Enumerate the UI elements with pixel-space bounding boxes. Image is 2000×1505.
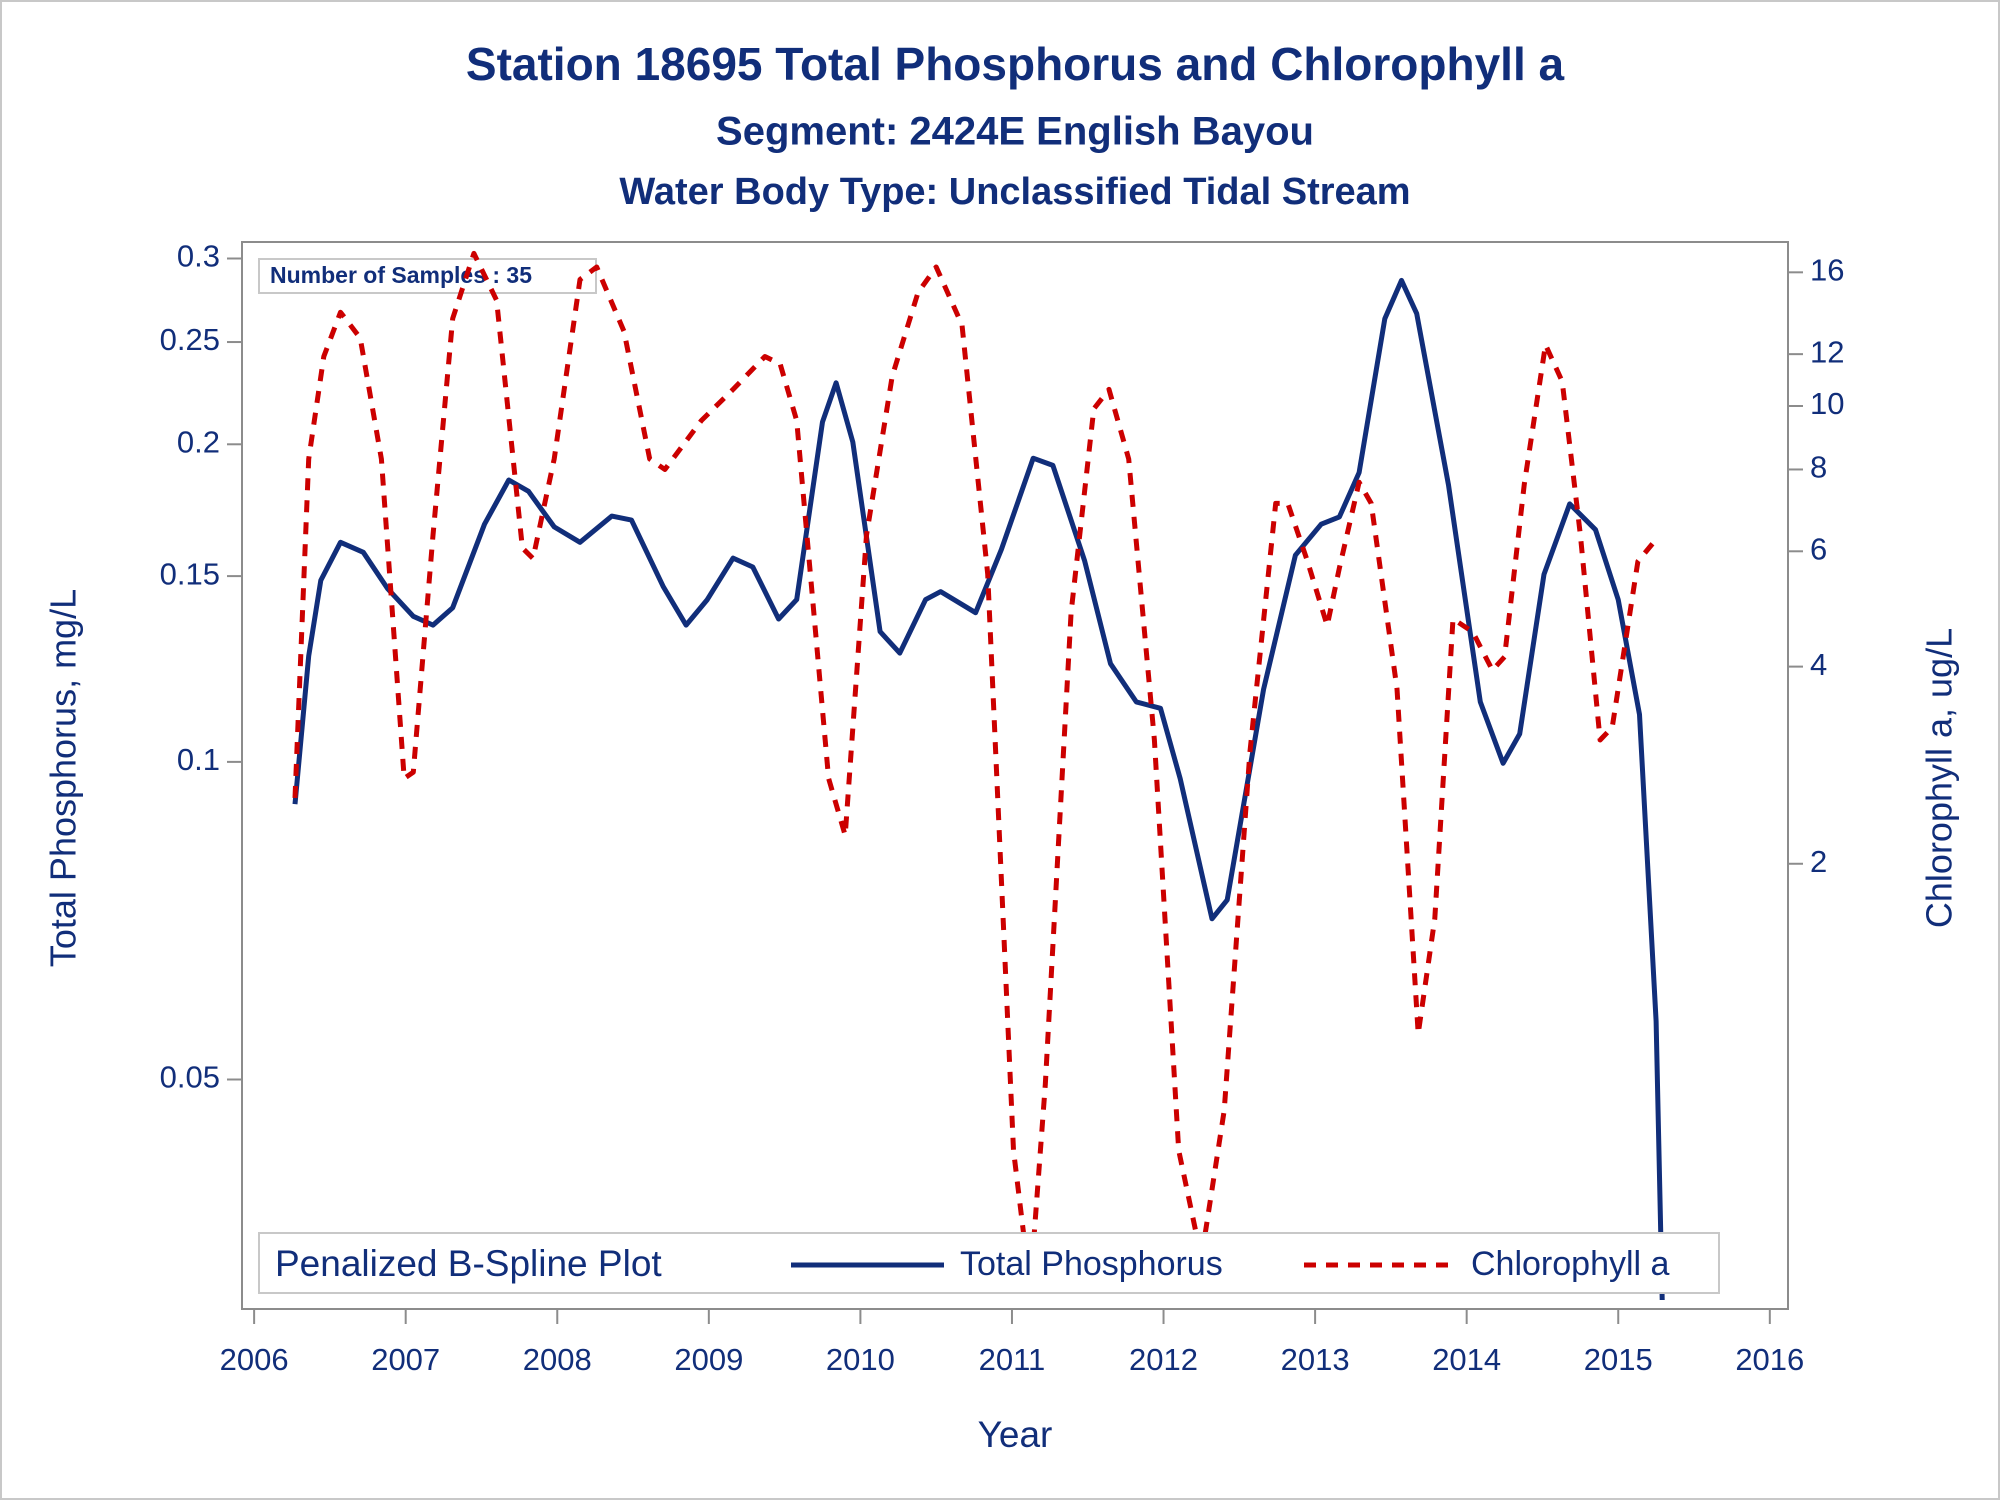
x-axis-label: Year	[978, 1414, 1053, 1455]
y2-tick-label: 6	[1810, 531, 1827, 566]
y-axis-label: Total Phosphorus, mg/L	[43, 589, 84, 967]
y-tick-label: 0.2	[177, 424, 220, 459]
y2-tick-label: 10	[1810, 386, 1844, 421]
y-tick-label: 0.15	[160, 556, 220, 591]
y-tick-label: 0.25	[160, 322, 220, 357]
legend-title: Penalized B-Spline Plot	[275, 1243, 662, 1284]
chart-title: Station 18695 Total Phosphorus and Chlor…	[466, 38, 1565, 90]
y2-tick-label: 2	[1810, 844, 1827, 879]
y-tick-label: 0.1	[177, 742, 220, 777]
x-tick-label: 2014	[1432, 1342, 1501, 1377]
y2-tick-label: 12	[1810, 334, 1844, 369]
x-tick-label: 2012	[1129, 1342, 1198, 1377]
y2-tick-label: 4	[1810, 647, 1827, 682]
chart-subtitle: Water Body Type: Unclassified Tidal Stre…	[619, 171, 1410, 213]
y-tick-label: 0.3	[177, 239, 220, 274]
y-tick-label: 0.05	[160, 1060, 220, 1095]
x-tick-label: 2006	[220, 1342, 289, 1377]
data-line	[292, 277, 1665, 1301]
legend-label: Total Phosphorus	[960, 1245, 1223, 1283]
x-tick-label: 2007	[371, 1342, 440, 1377]
y2-tick-label: 8	[1810, 450, 1827, 485]
y2-axis-label: Chlorophyll a, ug/L	[1919, 628, 1960, 928]
x-tick-label: 2008	[523, 1342, 592, 1377]
annotation: Number of Samples : 35	[270, 262, 532, 288]
series-group	[292, 250, 1665, 1301]
annotation-box	[258, 258, 597, 294]
chart-subtitle: Segment: 2424E English Bayou	[716, 110, 1314, 154]
legend-box	[258, 1232, 1720, 1294]
x-tick-label: 2009	[674, 1342, 743, 1377]
legend-label: Chlorophyll a	[1471, 1245, 1670, 1283]
x-tick-label: 2010	[826, 1342, 895, 1377]
plot-frame	[241, 241, 1789, 1310]
x-tick-label: 2015	[1584, 1342, 1653, 1377]
y2-tick-label: 16	[1810, 253, 1844, 288]
x-tick-label: 2013	[1281, 1342, 1350, 1377]
x-tick-label: 2016	[1735, 1342, 1804, 1377]
x-tick-label: 2011	[979, 1342, 1046, 1377]
